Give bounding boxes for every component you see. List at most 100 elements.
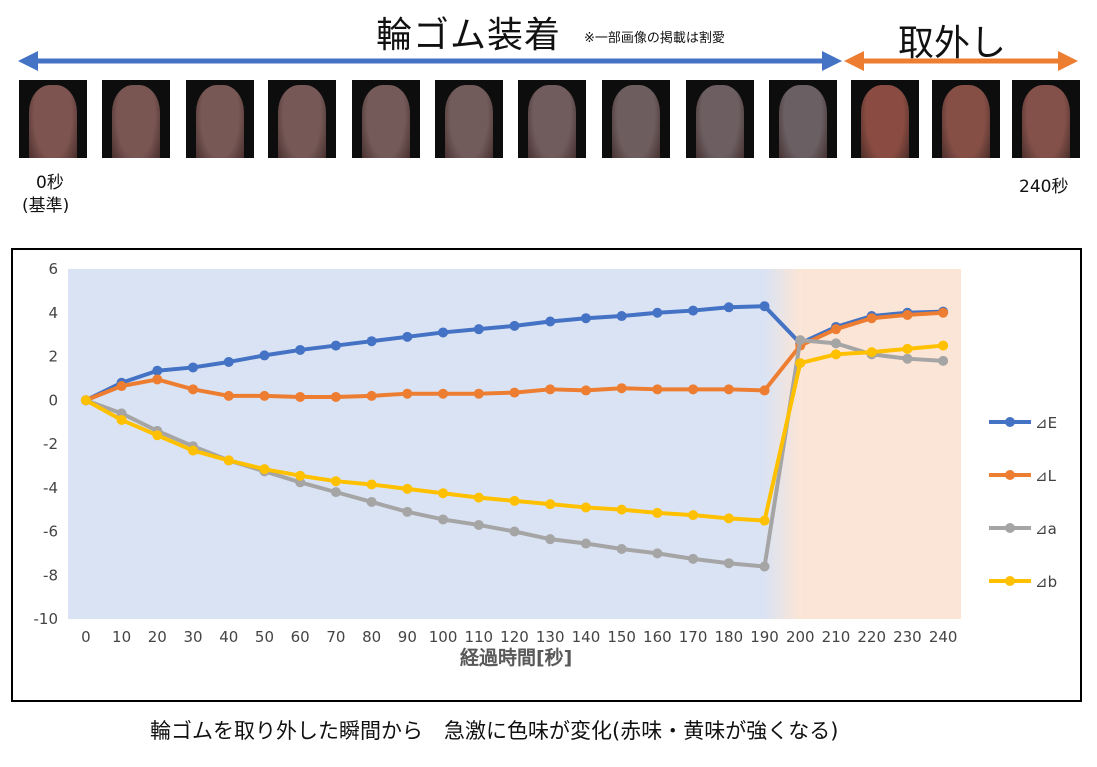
finger-photo-3 xyxy=(186,80,254,158)
series-2-point xyxy=(938,307,949,318)
x-tick-label: 50 xyxy=(255,628,274,646)
x-tick-label: 90 xyxy=(398,628,417,646)
series-1-point xyxy=(438,327,449,338)
series-1-point xyxy=(152,365,163,376)
series-1-point xyxy=(580,313,591,324)
x-tick-label: 120 xyxy=(500,628,529,646)
y-tick-label: 0 xyxy=(48,391,58,409)
series-3-point xyxy=(616,544,627,554)
x-tick-label: 180 xyxy=(714,628,743,646)
finger-shape xyxy=(942,85,990,158)
x-tick-label: 150 xyxy=(607,628,636,646)
series-3-point xyxy=(759,561,770,572)
series-4-point xyxy=(902,343,913,354)
x-tick-label: 220 xyxy=(857,628,886,646)
x-tick-label: 10 xyxy=(112,628,131,646)
finger-photo-12 xyxy=(932,80,1000,158)
series-3-point xyxy=(938,355,949,366)
series-2-point xyxy=(438,388,449,399)
series-4-point xyxy=(616,504,627,515)
y-tick-label: -2 xyxy=(43,435,58,453)
x-tick-label: 40 xyxy=(219,628,238,646)
remove-phase-arrow xyxy=(844,51,1078,71)
series-1-point xyxy=(545,316,556,327)
series-4-point xyxy=(295,470,306,481)
legend-label: ⊿a xyxy=(1035,520,1057,538)
series-1-point xyxy=(509,320,520,331)
caption: 輪ゴムを取り外した瞬間から 急激に色味が変化(赤味・黄味が強くなる) xyxy=(150,719,839,743)
series-4-point xyxy=(366,479,377,490)
x-tick-label: 200 xyxy=(786,628,815,646)
finger-shape xyxy=(362,85,410,158)
finger-shape xyxy=(861,85,909,158)
series-2-point xyxy=(223,390,234,401)
y-tick-label: 6 xyxy=(48,260,58,278)
series-1-point xyxy=(295,344,306,355)
x-tick-label: 210 xyxy=(822,628,851,646)
finger-photo-13 xyxy=(1012,80,1080,158)
wear-phase-arrow xyxy=(18,51,842,71)
finger-shape xyxy=(1022,85,1070,158)
finger-photo-4 xyxy=(268,80,336,158)
series-2-point xyxy=(723,384,734,395)
legend-swatch xyxy=(989,576,1031,586)
series-4-point xyxy=(402,483,413,494)
series-2-point xyxy=(188,384,199,395)
series-1-point xyxy=(330,340,341,351)
series-4-point xyxy=(688,510,699,521)
y-tick-label: 2 xyxy=(48,348,58,366)
finger-photo-1 xyxy=(19,80,87,158)
legend-marker xyxy=(1005,576,1015,586)
series-4-point xyxy=(116,414,127,425)
series-4-point xyxy=(152,430,163,441)
x-tick-label: 230 xyxy=(893,628,922,646)
series-2-point xyxy=(830,324,841,335)
series-3-point xyxy=(688,553,699,564)
series-4-point xyxy=(652,507,663,518)
y-tick-label: -4 xyxy=(43,479,58,497)
series-1-point xyxy=(616,311,627,322)
series-4-point xyxy=(80,395,91,406)
series-1-point xyxy=(259,350,270,361)
x-tick-label: 20 xyxy=(148,628,167,646)
series-1-point xyxy=(188,362,199,373)
series-2-point xyxy=(580,385,591,396)
finger-shape xyxy=(196,85,244,158)
series-3-point xyxy=(402,506,413,517)
series-3-point xyxy=(366,496,377,507)
series-4-point xyxy=(795,358,806,369)
series-2-point xyxy=(688,384,699,395)
series-1-point xyxy=(402,331,413,342)
legend-label: ⊿L xyxy=(1035,467,1056,485)
y-tick-label: -6 xyxy=(43,523,58,541)
finger-shape xyxy=(112,85,160,158)
series-2-point xyxy=(902,309,913,320)
series-1-point xyxy=(473,324,484,335)
x-tick-label: 100 xyxy=(429,628,458,646)
x-tick-label: 60 xyxy=(291,628,310,646)
series-1-point xyxy=(652,307,663,318)
series-2-point xyxy=(366,390,377,401)
x-tick-label: 190 xyxy=(750,628,779,646)
x-tick-label: 110 xyxy=(464,628,493,646)
x-tick-label: 140 xyxy=(572,628,601,646)
series-3-point xyxy=(652,548,663,559)
series-1-point xyxy=(723,302,734,313)
y-tick-label: 4 xyxy=(48,304,58,322)
series-3-point xyxy=(509,526,520,537)
series-4-point xyxy=(438,488,449,499)
x-tick-label: 0 xyxy=(81,628,91,646)
series-4-point xyxy=(759,515,770,526)
legend-marker xyxy=(1005,417,1015,427)
finger-shape xyxy=(278,85,326,158)
x-tick-label: 70 xyxy=(326,628,345,646)
series-4-point xyxy=(723,513,734,524)
legend-swatch xyxy=(989,470,1031,480)
remove-phase-background xyxy=(800,269,961,619)
omission-note: ※一部画像の掲載は割愛 xyxy=(584,31,725,46)
x-axis-label: 経過時間[秒] xyxy=(460,647,573,669)
finger-photo-11 xyxy=(851,80,919,158)
series-2-point xyxy=(509,387,520,398)
series-4-point xyxy=(938,340,949,351)
